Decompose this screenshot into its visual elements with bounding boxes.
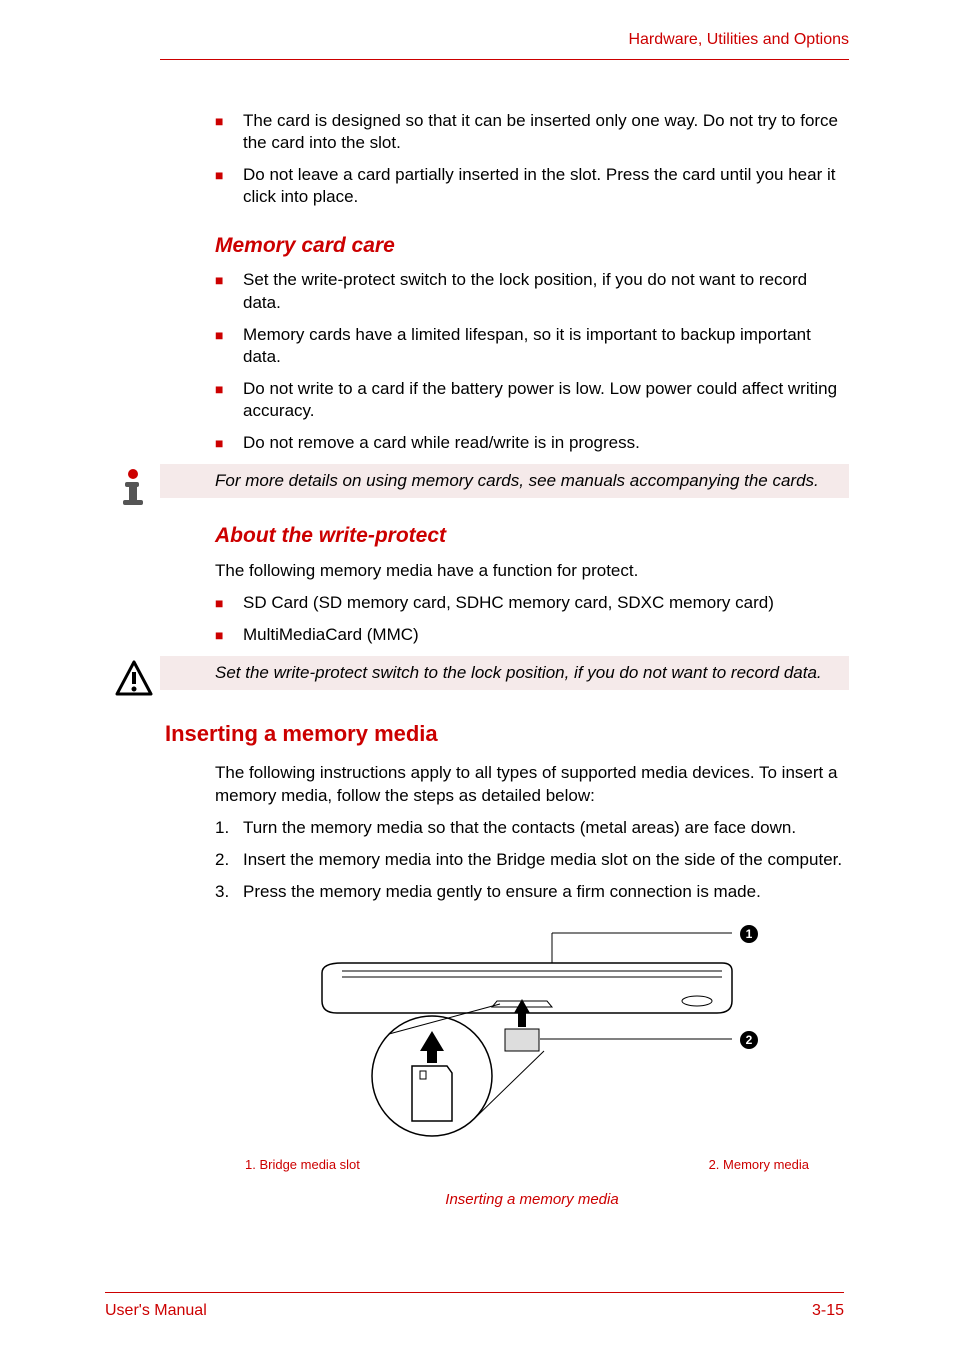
footer-page-number: 3-15 bbox=[812, 1301, 844, 1322]
footer-manual-title: User's Manual bbox=[105, 1301, 207, 1322]
bullet-item: The card is designed so that it can be i… bbox=[215, 110, 849, 154]
header-breadcrumb[interactable]: Hardware, Utilities and Options bbox=[160, 30, 849, 51]
figure-label-2: 2. Memory media bbox=[709, 1157, 809, 1174]
header-rule bbox=[160, 59, 849, 60]
warning-note: Set the write-protect switch to the lock… bbox=[160, 656, 849, 690]
step-item: 1.Turn the memory media so that the cont… bbox=[215, 817, 849, 839]
svg-text:2: 2 bbox=[746, 1033, 753, 1047]
write-protect-bullets: SD Card (SD memory card, SDHC memory car… bbox=[215, 592, 849, 646]
step-item: 2.Insert the memory media into the Bridg… bbox=[215, 849, 849, 871]
bullet-item: Memory cards have a limited lifespan, so… bbox=[215, 324, 849, 368]
bullet-item: SD Card (SD memory card, SDHC memory car… bbox=[215, 592, 849, 614]
info-note: For more details on using memory cards, … bbox=[160, 464, 849, 498]
bullet-item: Do not write to a card if the battery po… bbox=[215, 378, 849, 422]
step-item: 3.Press the memory media gently to ensur… bbox=[215, 881, 849, 903]
figure-caption: Inserting a memory media bbox=[215, 1190, 849, 1210]
bullet-item: Do not remove a card while read/write is… bbox=[215, 432, 849, 454]
figure-label-1: 1. Bridge media slot bbox=[245, 1157, 360, 1174]
bullet-item: MultiMediaCard (MMC) bbox=[215, 624, 849, 646]
page-footer: User's Manual 3-15 bbox=[105, 1292, 844, 1322]
info-note-text: For more details on using memory cards, … bbox=[215, 471, 819, 490]
figure-insert-media: 1 2 1. Bridge media slot 2. Memory media… bbox=[215, 921, 849, 1209]
bullet-item: Do not leave a card partially inserted i… bbox=[215, 164, 849, 208]
bullet-item: Set the write-protect switch to the lock… bbox=[215, 269, 849, 313]
heading-inserting-media: Inserting a memory media bbox=[165, 720, 849, 749]
insert-steps: 1.Turn the memory media so that the cont… bbox=[215, 817, 849, 903]
heading-write-protect: About the write-protect bbox=[215, 522, 849, 549]
warning-note-text: Set the write-protect switch to the lock… bbox=[215, 663, 822, 682]
info-icon bbox=[115, 468, 151, 514]
write-protect-intro: The following memory media have a functi… bbox=[215, 560, 849, 582]
intro-bullets: The card is designed so that it can be i… bbox=[215, 110, 849, 208]
warning-icon bbox=[115, 660, 153, 704]
diagram-laptop-slot: 1 2 bbox=[292, 921, 772, 1141]
svg-text:1: 1 bbox=[746, 927, 753, 941]
memory-care-bullets: Set the write-protect switch to the lock… bbox=[215, 269, 849, 454]
insert-intro: The following instructions apply to all … bbox=[215, 762, 849, 806]
heading-memory-card-care: Memory card care bbox=[215, 232, 849, 259]
